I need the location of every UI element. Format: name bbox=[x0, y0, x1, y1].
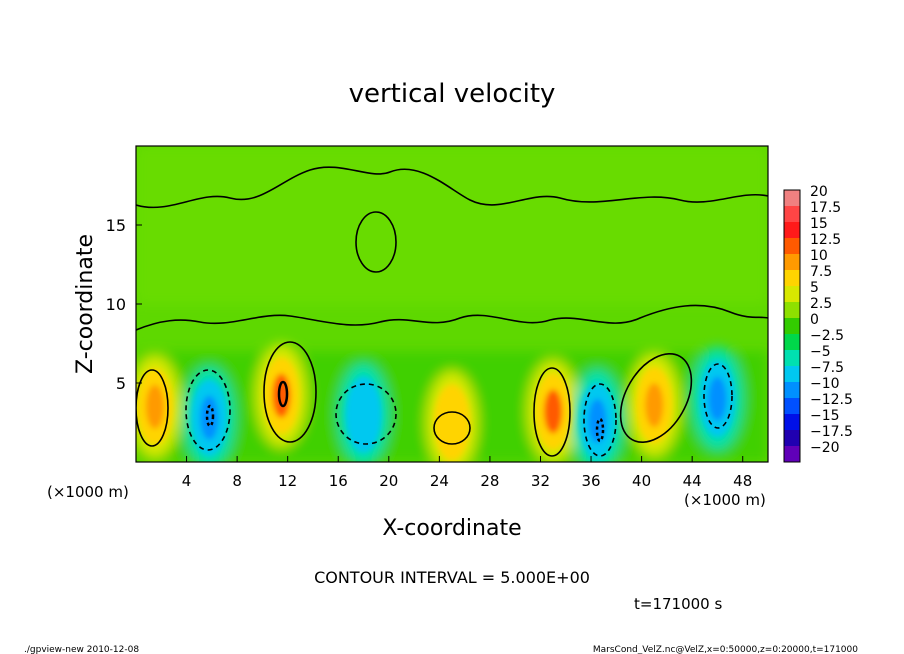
colorbar-label-0: 20 bbox=[810, 184, 828, 200]
contour-cell bbox=[277, 380, 289, 408]
chart-title: vertical velocity bbox=[349, 79, 556, 109]
colorbar-label-6: 5 bbox=[810, 280, 819, 296]
colorbar-swatch-13 bbox=[784, 398, 800, 415]
x-tick-label-3: 16 bbox=[329, 472, 348, 490]
field-cell-core-1 bbox=[200, 395, 219, 440]
contour-cell bbox=[619, 353, 693, 443]
x-tick-label-10: 44 bbox=[683, 472, 702, 490]
y-tick-label-2: 15 bbox=[106, 216, 126, 235]
x-tick-label-6: 28 bbox=[480, 472, 499, 490]
colorbar-label-13: −12.5 bbox=[810, 392, 853, 408]
colorbar-swatch-8 bbox=[784, 318, 800, 335]
colorbar-swatch-2 bbox=[784, 222, 800, 239]
y-tick-label-0: 5 bbox=[116, 374, 126, 393]
contour-interval-label: CONTOUR INTERVAL = 5.000E+00 bbox=[314, 568, 590, 587]
contour-cell bbox=[595, 417, 605, 443]
colorbar-label-14: −15 bbox=[810, 408, 840, 424]
contour-cell bbox=[263, 341, 317, 443]
field-cell-core-5 bbox=[544, 389, 563, 434]
colorbar-swatch-9 bbox=[784, 334, 800, 351]
x-tick-label-9: 40 bbox=[632, 472, 651, 490]
plot-area bbox=[136, 146, 768, 462]
colorbar-label-12: −10 bbox=[810, 376, 840, 392]
field-cell-core-3 bbox=[354, 392, 373, 437]
field-cell-core-0 bbox=[145, 384, 164, 429]
contour-zero-line bbox=[136, 304, 768, 331]
colorbar-label-16: −20 bbox=[810, 440, 840, 456]
x-axis-unit-label: (×1000 m) bbox=[47, 483, 129, 501]
x-tick-label-8: 36 bbox=[581, 472, 600, 490]
colorbar-swatch-4 bbox=[784, 254, 800, 271]
contour-lines bbox=[136, 166, 768, 457]
field-cell-core-8 bbox=[708, 376, 727, 421]
x-axis-unit-label-right: (×1000 m) bbox=[684, 491, 766, 509]
contour-cell bbox=[433, 411, 471, 445]
colorbar-swatch-6 bbox=[784, 286, 800, 303]
colorbar-label-1: 17.5 bbox=[810, 200, 841, 216]
colorbar-swatch-0 bbox=[784, 190, 800, 207]
colorbar-label-8: 0 bbox=[810, 312, 819, 328]
x-axis-ticks: 4 8 12 16 20 24 28 32 36 40 44 48 bbox=[182, 456, 752, 490]
x-tick-label-5: 24 bbox=[430, 472, 449, 490]
colorbar-swatch-5 bbox=[784, 270, 800, 287]
colorbar: 2017.51512.5107.552.50−2.5−5−7.5−10−12.5… bbox=[783, 184, 853, 463]
x-tick-label-1: 8 bbox=[232, 472, 242, 490]
x-axis-title: X-coordinate bbox=[382, 516, 521, 541]
x-tick-label-11: 48 bbox=[733, 472, 752, 490]
x-tick-label-4: 20 bbox=[379, 472, 398, 490]
colorbar-swatch-11 bbox=[784, 366, 800, 383]
footer-left: ./gpview-new 2010-12-08 bbox=[24, 645, 139, 654]
colorbar-swatch-14 bbox=[784, 414, 800, 431]
time-label: t=171000 s bbox=[634, 595, 722, 613]
colorbar-swatch-15 bbox=[784, 430, 800, 447]
x-tick-label-0: 4 bbox=[182, 472, 192, 490]
y-tick-label-1: 10 bbox=[106, 295, 126, 314]
y-axis-ticks: 5 10 15 bbox=[106, 216, 142, 393]
upper-band bbox=[136, 146, 768, 304]
contour-cell bbox=[355, 211, 397, 273]
colorbar-swatch-3 bbox=[784, 238, 800, 255]
colorbar-label-15: −17.5 bbox=[810, 424, 853, 440]
colorbar-frame bbox=[783, 189, 801, 463]
contour-upper-line bbox=[136, 166, 768, 209]
colorbar-swatch-7 bbox=[784, 302, 800, 319]
colorbar-swatch-16 bbox=[784, 446, 800, 463]
colorbar-label-4: 10 bbox=[810, 248, 828, 264]
field-cell-core-4 bbox=[443, 400, 461, 445]
colorbar-label-7: 2.5 bbox=[810, 296, 832, 312]
footer-right: MarsCond_VelZ.nc@VelZ,x=0:50000,z=0:2000… bbox=[593, 645, 858, 654]
x-tick-label-2: 12 bbox=[278, 472, 297, 490]
contour-cell bbox=[583, 383, 617, 457]
colorbar-swatch-1 bbox=[784, 206, 800, 223]
colorbar-label-11: −7.5 bbox=[810, 360, 844, 376]
contour-cell bbox=[136, 369, 169, 447]
colorbar-label-10: −5 bbox=[810, 344, 831, 360]
contour-cell bbox=[703, 363, 733, 429]
colorbar-swatch-12 bbox=[784, 382, 800, 399]
colorbar-label-3: 12.5 bbox=[810, 232, 841, 248]
contour-cell bbox=[335, 383, 397, 445]
contour-cell bbox=[533, 367, 571, 457]
y-axis-title: Z-coordinate bbox=[73, 234, 98, 374]
colorbar-label-9: −2.5 bbox=[810, 328, 844, 344]
colorbar-label-5: 7.5 bbox=[810, 264, 832, 280]
field-cell-core-7 bbox=[645, 383, 664, 428]
x-tick-label-7: 32 bbox=[531, 472, 550, 490]
contour-cell bbox=[185, 369, 231, 451]
colorbar-label-2: 15 bbox=[810, 216, 828, 232]
contour-cell bbox=[205, 404, 215, 428]
colorbar-swatch-10 bbox=[784, 350, 800, 367]
